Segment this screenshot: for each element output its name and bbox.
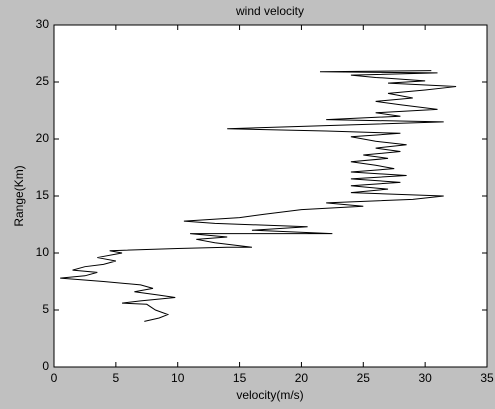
y-tick-label: 30 (36, 17, 50, 31)
y-tick-label: 20 (36, 131, 50, 145)
y-axis-label: Range(Km) (12, 165, 26, 226)
x-tick-label: 35 (480, 371, 494, 385)
y-tick-label: 5 (42, 302, 49, 316)
x-tick-label: 25 (357, 371, 371, 385)
x-tick-label: 10 (171, 371, 185, 385)
chart-title: wind velocity (235, 4, 304, 18)
y-tick-label: 10 (36, 245, 50, 259)
data-line (60, 70, 457, 322)
x-tick-label: 5 (113, 371, 120, 385)
x-tick-label: 20 (295, 371, 309, 385)
y-tick-label: 25 (36, 74, 50, 88)
x-tick-label: 30 (418, 371, 432, 385)
plot-area (53, 24, 488, 368)
x-tick-label: 15 (233, 371, 247, 385)
y-tick-label: 15 (36, 188, 50, 202)
y-tick-label: 0 (42, 359, 49, 373)
x-tick-label: 0 (51, 371, 58, 385)
x-axis-label: velocity(m/s) (236, 388, 303, 402)
